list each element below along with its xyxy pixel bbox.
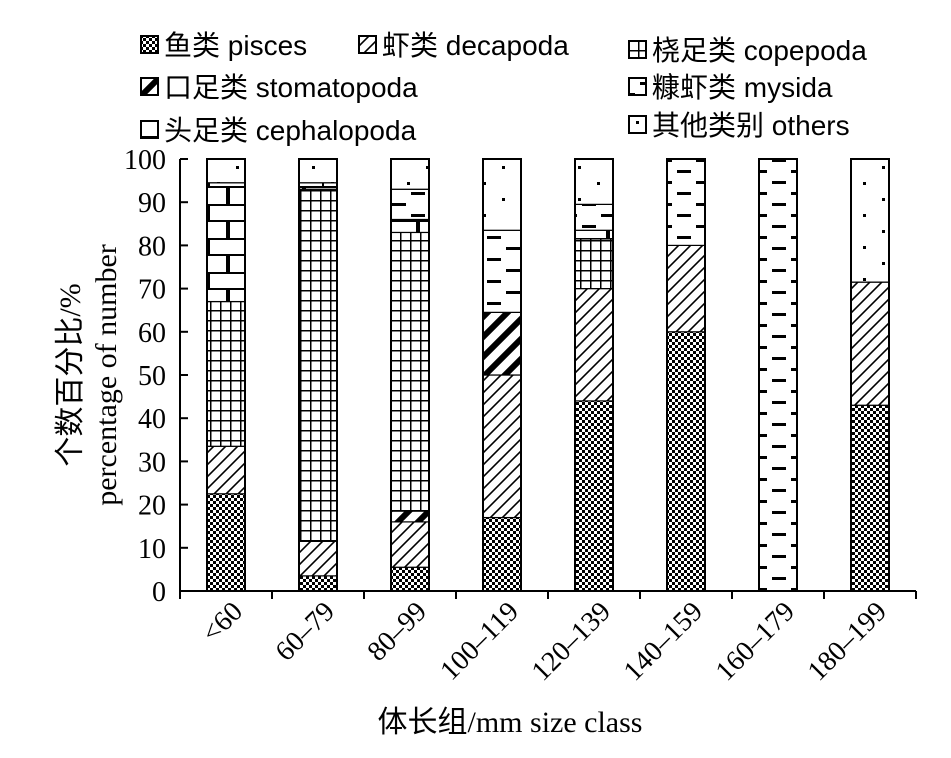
bar-outline <box>666 158 706 592</box>
legend-item: 糠虾类 mysida <box>628 66 832 106</box>
legend-swatch <box>140 76 159 96</box>
bar-segment <box>666 158 706 247</box>
y-tick-label: 10 <box>138 534 166 565</box>
bar-outline <box>206 158 246 592</box>
bar-segment <box>574 400 614 592</box>
bar-segment <box>298 540 338 577</box>
bar-segment <box>574 238 614 290</box>
legend-item: 桡足类 copepoda <box>628 29 867 69</box>
legend-item: 虾类 decapoda <box>358 24 569 64</box>
legend-item: 口足类 stomatopoda <box>140 66 418 106</box>
bar-segment <box>850 281 890 406</box>
x-tick-label: 80–99 <box>362 596 433 667</box>
bar-segment <box>390 521 430 568</box>
bar-segment <box>482 311 522 376</box>
bar-outline <box>850 158 890 592</box>
legend-label: 鱼类 pisces <box>164 30 308 61</box>
bar-segment <box>574 203 614 231</box>
x-tick-label: 120–139 <box>526 596 617 687</box>
x-tick-label: 180–199 <box>802 596 893 687</box>
bar-segment <box>482 374 522 519</box>
x-tick-label: 60–79 <box>270 596 341 667</box>
y-tick-label: 50 <box>138 361 166 392</box>
legend-swatch <box>628 39 647 59</box>
y-tick-label: 100 <box>124 145 166 176</box>
bar-segment <box>390 158 430 190</box>
bar-segment <box>482 516 522 592</box>
bar-segment <box>482 229 522 313</box>
bar-outline <box>482 158 522 592</box>
bar-segment <box>758 158 798 592</box>
bar-segment <box>298 158 338 184</box>
bar-segment <box>206 300 246 447</box>
y-tick-label: 70 <box>138 275 166 306</box>
x-axis-title: 体长组/mm size class <box>378 706 643 739</box>
bar-segment <box>390 510 430 523</box>
y-tick-label: 20 <box>138 491 166 522</box>
bar-segment <box>206 493 246 592</box>
y-axis-title-cn: 个数百分比/% <box>54 283 87 466</box>
y-tick-label: 30 <box>138 447 166 478</box>
legend-label: 虾类 decapoda <box>382 30 569 61</box>
legend-label: 口足类 stomatopoda <box>164 72 418 103</box>
axes <box>179 158 917 599</box>
y-tick-label: 60 <box>138 318 166 349</box>
bar-outline <box>574 158 614 592</box>
bar-segment <box>206 158 246 184</box>
bar-segment <box>574 288 614 402</box>
bar-segment <box>206 445 246 495</box>
legend-swatch <box>358 34 377 54</box>
bar-segment <box>850 158 890 283</box>
y-tick-label: 40 <box>138 404 166 435</box>
legend-item: 其他类别 others <box>628 104 850 144</box>
legend-label: 桡足类 copepoda <box>652 35 867 66</box>
bar-segment <box>574 158 614 205</box>
bar-segment <box>850 404 890 592</box>
legend-swatch <box>140 119 159 139</box>
bar-outline <box>390 158 430 592</box>
bar-outline <box>298 158 338 592</box>
bar-segment <box>206 182 246 303</box>
legend-label: 糠虾类 mysida <box>652 72 833 103</box>
y-tick-label: 80 <box>138 231 166 262</box>
bar-outline <box>758 158 798 592</box>
y-axis-title-en: percentage of number <box>90 244 123 506</box>
bar-segment <box>390 231 430 512</box>
y-tick-label: 90 <box>138 188 166 219</box>
legend-swatch <box>628 114 647 134</box>
x-tick-label: 140–159 <box>618 596 709 687</box>
bar-segment <box>298 182 338 190</box>
legend-swatch <box>628 76 647 96</box>
legend-item: 鱼类 pisces <box>140 24 307 64</box>
bar-segment <box>666 244 706 333</box>
legend-label: 头足类 cephalopoda <box>164 115 417 146</box>
bar-segment <box>390 566 430 592</box>
legend-label: 其他类别 others <box>652 110 850 141</box>
y-tick-label: 0 <box>152 577 166 608</box>
bar-segment <box>390 188 430 221</box>
bar-segment <box>390 218 430 234</box>
x-tick-label: 100–119 <box>434 596 524 686</box>
bar-segment <box>666 331 706 592</box>
x-tick-label: 160–179 <box>710 596 801 687</box>
bar-segment <box>574 229 614 240</box>
x-tick-label: <60 <box>196 596 249 649</box>
bar-segment <box>298 188 338 542</box>
bar-segment <box>298 575 338 592</box>
legend-swatch <box>140 34 159 54</box>
bar-segment <box>482 158 522 231</box>
legend-item: 头足类 cephalopoda <box>140 109 416 149</box>
bars <box>206 158 890 592</box>
